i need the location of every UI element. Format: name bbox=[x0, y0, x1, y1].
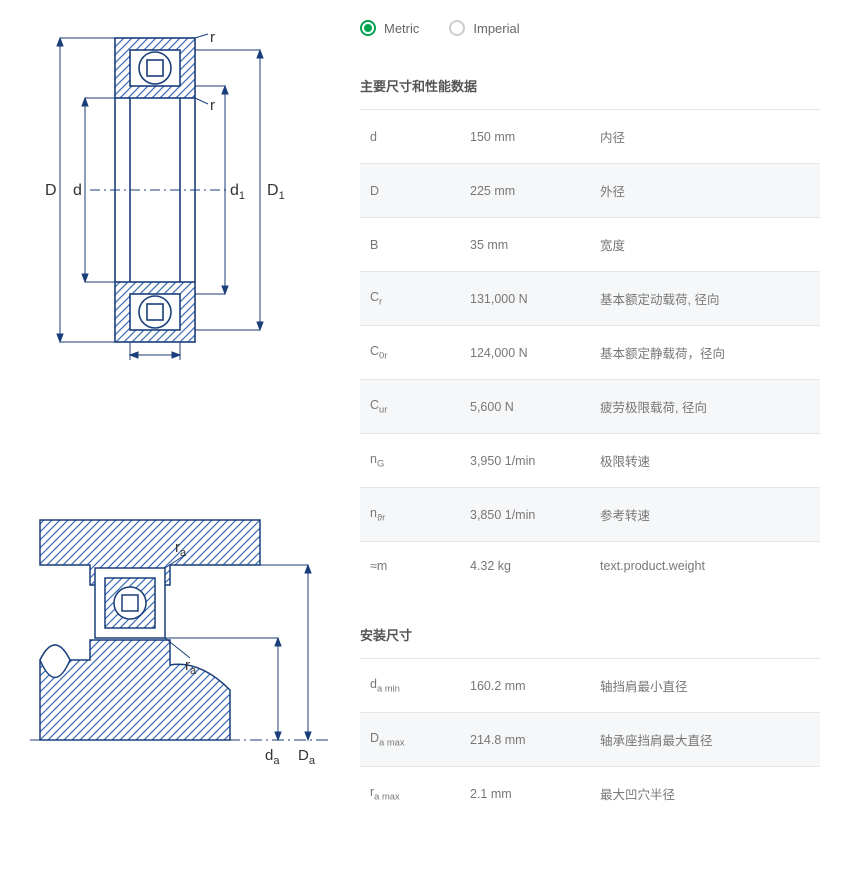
dim-label-r1: r bbox=[210, 29, 215, 46]
symbol-cell: C0r bbox=[360, 326, 460, 380]
table-row: C0r124,000 N基本额定静载荷，径向 bbox=[360, 326, 820, 380]
description-cell: 极限转速 bbox=[590, 434, 820, 488]
mounting-dimensions-title: 安装尺寸 bbox=[360, 625, 820, 644]
value-cell: 3,950 1/min bbox=[460, 434, 590, 488]
radio-icon bbox=[360, 20, 376, 36]
value-cell: 3,850 1/min bbox=[460, 488, 590, 542]
svg-text:da: da bbox=[265, 747, 280, 767]
description-cell: 轴挡肩最小直径 bbox=[590, 659, 820, 713]
table-row: nG3,950 1/min极限转速 bbox=[360, 434, 820, 488]
unit-selector: Metric Imperial bbox=[360, 20, 820, 36]
value-cell: 214.8 mm bbox=[460, 713, 590, 767]
table-row: da min160.2 mm轴挡肩最小直径 bbox=[360, 659, 820, 713]
main-dimensions-title: 主要尺寸和性能数据 bbox=[360, 76, 820, 95]
table-row: Cur5,600 N疲劳极限载荷, 径向 bbox=[360, 380, 820, 434]
description-cell: 基本额定静载荷，径向 bbox=[590, 326, 820, 380]
value-cell: 4.32 kg bbox=[460, 542, 590, 591]
table-row: ≈m4.32 kgtext.product.weight bbox=[360, 542, 820, 591]
dim-label-B: B bbox=[148, 359, 159, 360]
symbol-cell: nG bbox=[360, 434, 460, 488]
table-row: B35 mm宽度 bbox=[360, 218, 820, 272]
dim-label-Da: D bbox=[298, 747, 309, 764]
symbol-cell: Cr bbox=[360, 272, 460, 326]
value-cell: 2.1 mm bbox=[460, 767, 590, 821]
svg-text:D1: D1 bbox=[267, 182, 285, 202]
symbol-cell: ra max bbox=[360, 767, 460, 821]
description-cell: text.product.weight bbox=[590, 542, 820, 591]
table-row: d150 mm内径 bbox=[360, 110, 820, 164]
table-row: D225 mm外径 bbox=[360, 164, 820, 218]
unit-imperial-label: Imperial bbox=[473, 21, 519, 36]
symbol-cell: d bbox=[360, 110, 460, 164]
symbol-cell: B bbox=[360, 218, 460, 272]
description-cell: 内径 bbox=[590, 110, 820, 164]
value-cell: 35 mm bbox=[460, 218, 590, 272]
symbol-cell: D bbox=[360, 164, 460, 218]
value-cell: 131,000 N bbox=[460, 272, 590, 326]
symbol-cell: da min bbox=[360, 659, 460, 713]
table-row: Cr131,000 N基本额定动载荷, 径向 bbox=[360, 272, 820, 326]
description-cell: 参考转速 bbox=[590, 488, 820, 542]
value-cell: 150 mm bbox=[460, 110, 590, 164]
dim-label-d1: d bbox=[230, 182, 239, 199]
mounting-diagram: ra ra da Da bbox=[30, 510, 330, 770]
mounting-dimensions-table: da min160.2 mm轴挡肩最小直径Da max214.8 mm轴承座挡肩… bbox=[360, 658, 820, 820]
symbol-cell: Cur bbox=[360, 380, 460, 434]
value-cell: 5,600 N bbox=[460, 380, 590, 434]
unit-metric-label: Metric bbox=[384, 21, 419, 36]
dim-label-D1: D bbox=[267, 182, 279, 199]
radio-icon bbox=[449, 20, 465, 36]
dim-label-d: d bbox=[73, 182, 82, 199]
description-cell: 最大凹穴半径 bbox=[590, 767, 820, 821]
bearing-cross-section-diagram: D d d1 bbox=[30, 20, 330, 360]
table-row: ra max2.1 mm最大凹穴半径 bbox=[360, 767, 820, 821]
symbol-cell: nϑr bbox=[360, 488, 460, 542]
dim-label-r2: r bbox=[210, 97, 215, 114]
unit-imperial-radio[interactable]: Imperial bbox=[449, 20, 519, 36]
value-cell: 124,000 N bbox=[460, 326, 590, 380]
description-cell: 疲劳极限载荷, 径向 bbox=[590, 380, 820, 434]
symbol-cell: ≈m bbox=[360, 542, 460, 591]
svg-text:d1: d1 bbox=[230, 182, 245, 202]
main-dimensions-table: d150 mm内径D225 mm外径B35 mm宽度Cr131,000 N基本额… bbox=[360, 109, 820, 590]
symbol-cell: Da max bbox=[360, 713, 460, 767]
unit-metric-radio[interactable]: Metric bbox=[360, 20, 419, 36]
table-row: Da max214.8 mm轴承座挡肩最大直径 bbox=[360, 713, 820, 767]
dim-label-da: d bbox=[265, 747, 273, 764]
description-cell: 外径 bbox=[590, 164, 820, 218]
table-row: nϑr3,850 1/min参考转速 bbox=[360, 488, 820, 542]
description-cell: 基本额定动载荷, 径向 bbox=[590, 272, 820, 326]
value-cell: 160.2 mm bbox=[460, 659, 590, 713]
dim-label-D: D bbox=[45, 182, 57, 199]
description-cell: 轴承座挡肩最大直径 bbox=[590, 713, 820, 767]
value-cell: 225 mm bbox=[460, 164, 590, 218]
svg-text:Da: Da bbox=[298, 747, 316, 767]
description-cell: 宽度 bbox=[590, 218, 820, 272]
